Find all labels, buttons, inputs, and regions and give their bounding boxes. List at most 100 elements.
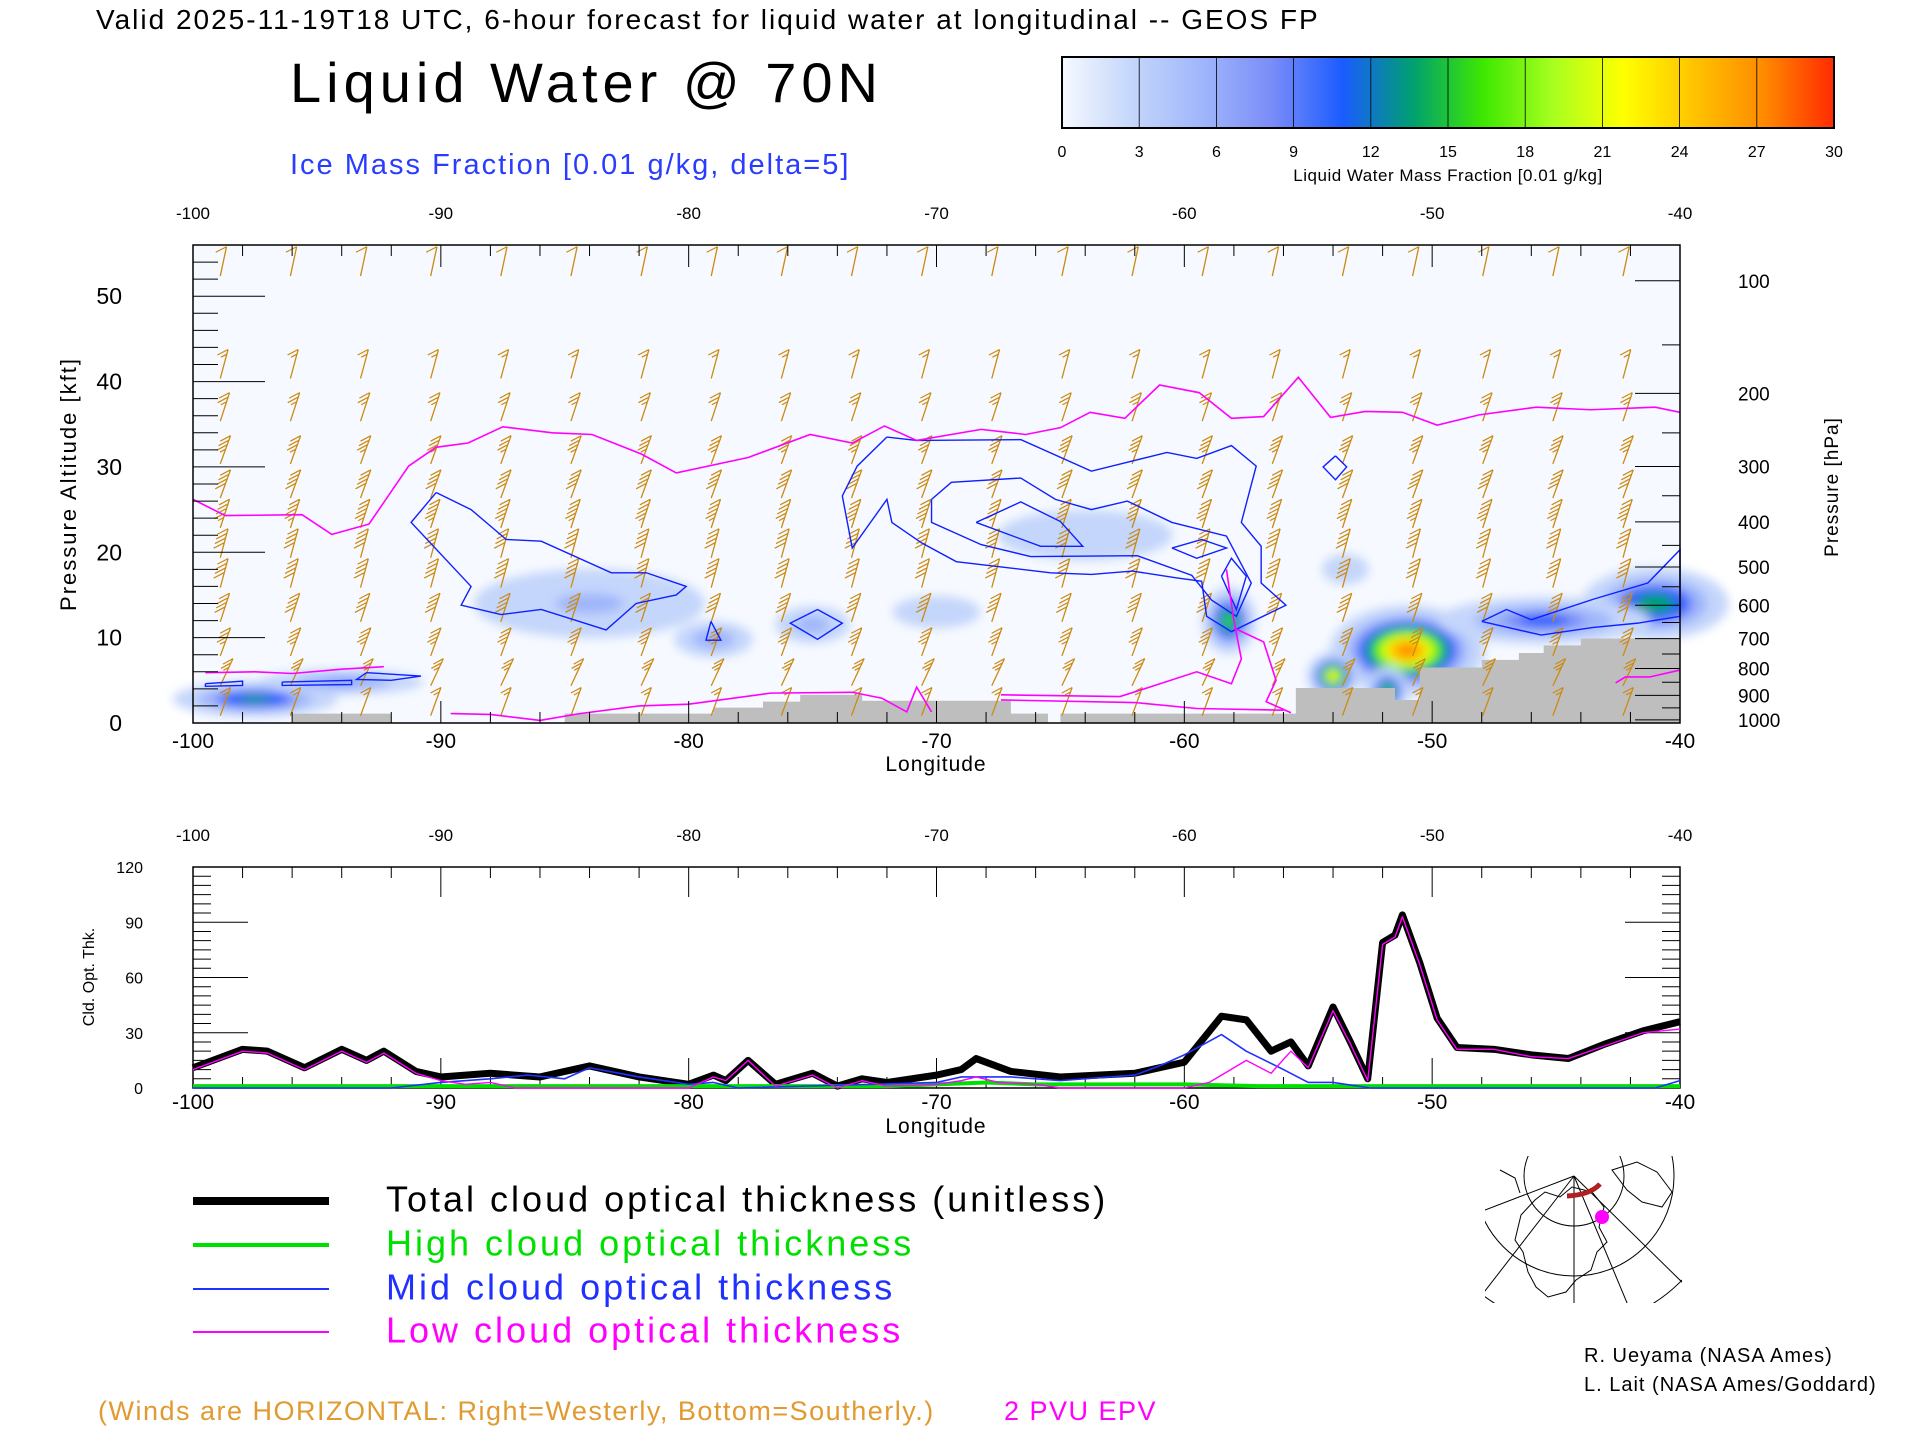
wind-barb <box>636 246 648 277</box>
wind-barb-feather <box>1058 478 1070 485</box>
ice-contour <box>930 477 1253 618</box>
wind-barb-feather <box>639 392 651 399</box>
wind-barb-feather <box>503 666 510 671</box>
wind-barb <box>286 627 302 657</box>
wind-barb <box>1195 558 1211 588</box>
wind-barb-feather <box>357 396 369 404</box>
wind-barb-feather <box>565 482 577 490</box>
wind-barb-feather <box>1199 528 1211 535</box>
wind-barb-feather <box>1196 482 1208 490</box>
wind-barb-feather <box>1342 435 1353 442</box>
wind-barb <box>286 435 302 465</box>
wind-barb-feather <box>1131 435 1143 442</box>
wind-barb-feather <box>360 627 372 634</box>
wind-barb <box>1549 392 1563 422</box>
wind-barb <box>777 435 793 465</box>
wind-barb-feather <box>1130 631 1141 639</box>
wind-barb-feather <box>1479 558 1491 565</box>
wind-barb-feather <box>1125 542 1137 549</box>
wind-barb <box>1616 558 1632 588</box>
wind-barb-staff <box>920 246 929 277</box>
wind-barb-feather <box>643 658 655 665</box>
wind-barb-feather <box>1409 396 1421 404</box>
wind-barb-feather <box>918 597 930 604</box>
wind-barb-feather <box>1268 478 1280 485</box>
wind-barb <box>287 348 299 379</box>
wind-barb-feather <box>640 640 647 645</box>
wind-barb <box>565 469 582 499</box>
wind-barb-feather <box>570 435 582 442</box>
wind-barb-feather <box>848 348 860 356</box>
wind-barb-feather <box>1201 448 1208 453</box>
wind-barb-feather <box>359 392 371 399</box>
wind-barb <box>354 498 371 529</box>
wind-barb-feather <box>1410 473 1422 481</box>
lower-top-x-tick-label: -40 <box>1668 826 1693 845</box>
wind-barb-feather <box>570 469 582 476</box>
wind-barb-feather <box>1134 658 1146 665</box>
wind-barb-feather <box>1623 353 1630 358</box>
wind-barb-feather <box>1201 469 1213 476</box>
wind-barb <box>493 558 510 588</box>
wind-barb <box>497 392 511 422</box>
wind-barb-feather <box>1482 640 1489 645</box>
wind-barb-feather <box>1625 658 1636 665</box>
wind-barb <box>988 392 1002 422</box>
wind-barb-feather <box>641 353 648 358</box>
wind-barb-feather <box>986 246 999 253</box>
lower-top-x-tick-label: -90 <box>429 826 454 845</box>
x-tick-label: -60 <box>1169 730 1199 753</box>
wind-barb-feather <box>425 567 437 574</box>
wind-barb <box>1061 658 1076 687</box>
wind-barb-feather <box>851 353 859 358</box>
wind-barb <box>710 658 725 687</box>
wind-barb-feather <box>1342 401 1350 406</box>
wind-barb-feather <box>1547 482 1559 490</box>
wind-barb-feather <box>1335 542 1347 549</box>
wind-barb-feather <box>1201 686 1213 694</box>
wind-barb-feather <box>637 636 649 643</box>
wind-barb <box>1128 348 1141 379</box>
wind-barb-feather <box>1268 636 1280 643</box>
top-x-tick-label: -80 <box>676 204 701 223</box>
wind-barb-feather <box>362 658 374 665</box>
wind-barb-feather <box>1058 348 1070 356</box>
wind-barb-feather <box>495 537 507 545</box>
wind-barb-feather <box>283 542 295 549</box>
wind-barb-feather <box>1198 444 1210 451</box>
wind-barb-feather <box>1342 353 1350 358</box>
wind-barb <box>1197 246 1210 277</box>
wind-barb <box>1268 627 1284 657</box>
wind-barb-feather <box>850 392 862 399</box>
wind-barb-feather <box>1617 567 1629 574</box>
wind-barb-feather <box>849 631 861 639</box>
wind-barb-feather <box>1476 512 1488 520</box>
wind-barb-feather <box>1415 666 1422 671</box>
wind-barb-feather <box>358 631 370 639</box>
wind-barb <box>1196 469 1214 499</box>
wind-barb-feather <box>1131 627 1143 634</box>
wind-barb <box>1616 528 1632 558</box>
wind-barb-feather <box>1338 601 1350 609</box>
wind-barb-feather <box>1548 532 1560 540</box>
wind-barb <box>356 627 372 657</box>
wind-barb-feather <box>635 482 647 490</box>
wind-barb-feather <box>989 517 996 522</box>
wind-barb-feather <box>1411 498 1423 506</box>
wind-barb-feather <box>288 473 300 481</box>
wind-barb-feather <box>1412 469 1424 476</box>
wind-barb-feather <box>1200 631 1212 639</box>
wind-barb <box>1198 627 1214 657</box>
wind-barb-feather <box>1625 691 1632 696</box>
wind-barb-feather <box>707 444 719 451</box>
wind-barb-feather <box>844 542 856 549</box>
wind-barb-feather <box>850 498 862 506</box>
wind-barb-feather <box>427 396 439 404</box>
wind-barb-feather <box>1271 448 1278 453</box>
wind-barb-feather <box>429 498 441 506</box>
wind-barb-feather <box>1617 606 1629 613</box>
wind-barb-feather <box>287 503 299 510</box>
wind-barb <box>776 246 789 277</box>
wind-barb-feather <box>844 572 856 579</box>
wind-barb <box>707 627 723 657</box>
